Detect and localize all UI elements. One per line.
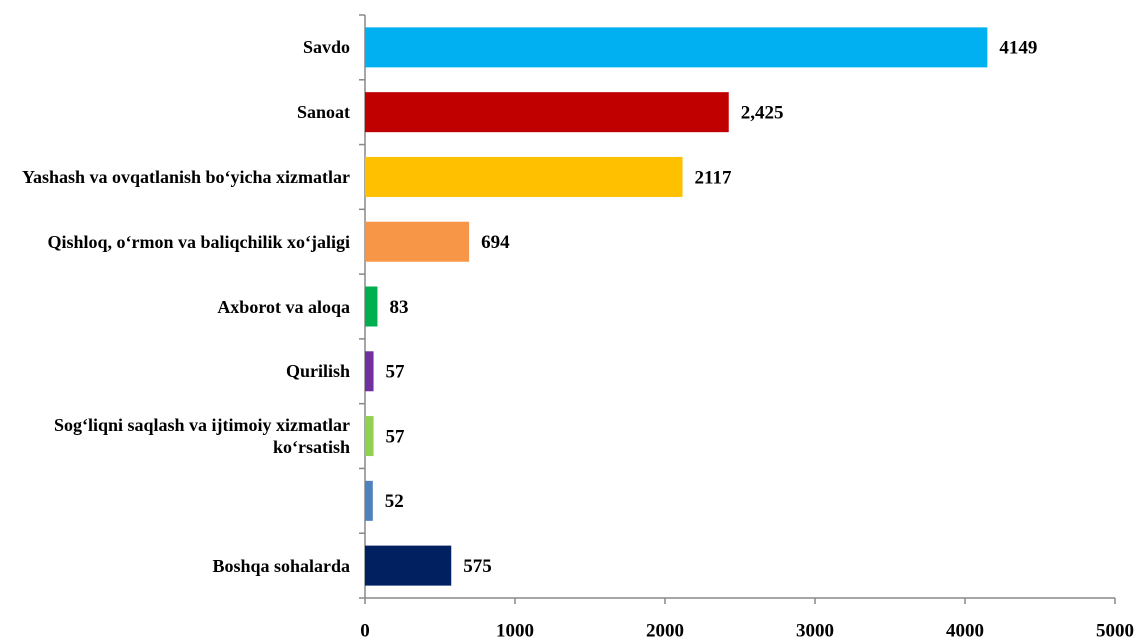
category-label: Qishloq, o‘rmon va baliqchilik xo‘jaligi bbox=[47, 231, 350, 252]
value-label: 2,425 bbox=[741, 103, 784, 124]
x-tick-label: 0 bbox=[360, 620, 370, 641]
value-label: 52 bbox=[385, 491, 404, 512]
value-label: 575 bbox=[463, 556, 492, 577]
bar bbox=[365, 545, 452, 586]
category-label: Sog‘liqni saqlash va ijtimoiy xizmatlar … bbox=[53, 415, 350, 458]
category-label: Sanoat bbox=[296, 102, 350, 123]
value-label: 57 bbox=[386, 426, 406, 447]
bar bbox=[365, 156, 683, 197]
bar bbox=[365, 416, 374, 457]
value-label: 4149 bbox=[999, 38, 1037, 59]
x-tick-label: 3000 bbox=[796, 620, 834, 641]
bar bbox=[365, 351, 374, 392]
x-tick-label: 5000 bbox=[1096, 620, 1134, 641]
category-label: Qurilish bbox=[285, 361, 350, 382]
value-label: 83 bbox=[389, 297, 408, 318]
bar bbox=[365, 480, 373, 521]
x-tick-label: 2000 bbox=[646, 620, 684, 641]
category-label: Savdo bbox=[302, 37, 350, 58]
value-label: 57 bbox=[386, 362, 406, 383]
category-label: Axborot va aloqa bbox=[217, 296, 350, 317]
x-tick-label: 4000 bbox=[946, 620, 984, 641]
bar bbox=[365, 27, 988, 68]
x-tick-label: 1000 bbox=[496, 620, 534, 641]
category-label: Yashash va ovqatlanish bo‘yicha xizmatla… bbox=[21, 166, 350, 187]
category-label: Boshqa sohalarda bbox=[212, 555, 350, 576]
value-label: 2117 bbox=[695, 167, 732, 188]
bar bbox=[365, 92, 729, 133]
bar bbox=[365, 286, 378, 327]
bar bbox=[365, 221, 470, 262]
value-label: 694 bbox=[481, 232, 510, 253]
